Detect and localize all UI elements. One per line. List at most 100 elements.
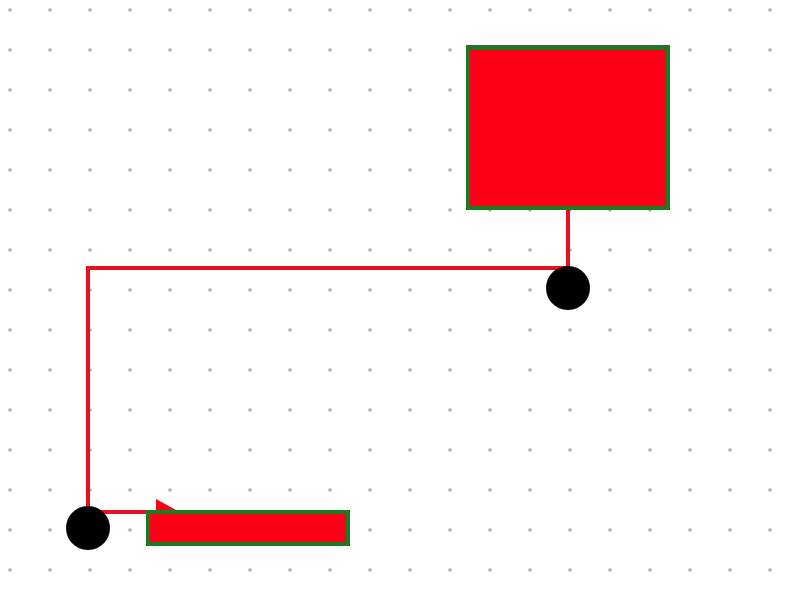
grid-dot: [208, 368, 212, 372]
grid-dot: [728, 88, 732, 92]
grid-dot: [288, 568, 292, 572]
grid-dot: [448, 288, 452, 292]
grid-dot: [368, 528, 372, 532]
grid-dot: [688, 48, 692, 52]
grid-dot: [208, 208, 212, 212]
grid-dot: [8, 48, 12, 52]
grid-dot: [168, 128, 172, 132]
grid-dot: [768, 408, 772, 412]
grid-dot: [448, 368, 452, 372]
grid-dot: [728, 368, 732, 372]
grid-dot: [288, 168, 292, 172]
grid-dot: [368, 488, 372, 492]
grid-dot: [248, 288, 252, 292]
grid-dot: [488, 328, 492, 332]
junction-node-bottom[interactable]: [66, 506, 110, 550]
grid-dot: [448, 568, 452, 572]
grid-dot: [328, 368, 332, 372]
grid-dot: [408, 528, 412, 532]
grid-dot: [448, 408, 452, 412]
grid-dot: [728, 568, 732, 572]
grid-dot: [288, 88, 292, 92]
grid-dot: [8, 168, 12, 172]
grid-dot: [688, 448, 692, 452]
grid-dot: [688, 208, 692, 212]
grid-dot: [728, 328, 732, 332]
grid-dot: [88, 248, 92, 252]
grid-dot: [168, 408, 172, 412]
grid-dot: [728, 8, 732, 12]
grid-dot: [248, 128, 252, 132]
grid-dot: [768, 488, 772, 492]
grid-dot: [608, 488, 612, 492]
grid-dot: [688, 248, 692, 252]
grid-dot: [48, 128, 52, 132]
grid-dot: [648, 368, 652, 372]
grid-dot: [128, 288, 132, 292]
grid-dot: [168, 208, 172, 212]
grid-dot: [168, 8, 172, 12]
grid-dot: [408, 448, 412, 452]
grid-dot: [168, 488, 172, 492]
grid-dot: [768, 328, 772, 332]
junction-node-top[interactable]: [546, 266, 590, 310]
grid-dot: [288, 208, 292, 212]
grid-dot: [208, 248, 212, 252]
grid-dot: [288, 448, 292, 452]
grid-dot: [328, 568, 332, 572]
grid-dot: [528, 248, 532, 252]
grid-dot: [648, 448, 652, 452]
grid-dot: [48, 248, 52, 252]
connector-line[interactable]: [86, 208, 570, 514]
grid-dot: [168, 328, 172, 332]
grid-dot: [128, 168, 132, 172]
grid-dot: [688, 368, 692, 372]
grid-dot: [328, 208, 332, 212]
grid-dot: [768, 248, 772, 252]
grid-dot: [648, 248, 652, 252]
grid-dot: [168, 448, 172, 452]
grid-dot: [648, 288, 652, 292]
grid-dot: [528, 8, 532, 12]
bottom-box-shape[interactable]: [146, 510, 350, 546]
grid-dot: [128, 328, 132, 332]
grid-dot: [448, 168, 452, 172]
grid-dot: [328, 88, 332, 92]
grid-dot: [88, 568, 92, 572]
grid-dot: [328, 128, 332, 132]
grid-dot: [328, 248, 332, 252]
grid-dot: [288, 368, 292, 372]
top-box-shape[interactable]: [466, 45, 670, 210]
grid-dot: [8, 328, 12, 332]
grid-dot: [688, 8, 692, 12]
grid-dot: [248, 568, 252, 572]
grid-dot: [48, 208, 52, 212]
grid-dot: [288, 328, 292, 332]
grid-dot: [568, 528, 572, 532]
grid-dot: [768, 88, 772, 92]
grid-dot: [88, 128, 92, 132]
grid-dot: [8, 208, 12, 212]
grid-dot: [48, 408, 52, 412]
grid-dot: [608, 248, 612, 252]
grid-dot: [728, 488, 732, 492]
grid-dot: [288, 8, 292, 12]
grid-dot: [408, 128, 412, 132]
grid-dot: [128, 128, 132, 132]
grid-dot: [288, 248, 292, 252]
grid-dot: [688, 568, 692, 572]
grid-dot: [528, 328, 532, 332]
grid-dot: [408, 208, 412, 212]
grid-dot: [608, 368, 612, 372]
grid-dot: [488, 488, 492, 492]
grid-dot: [768, 288, 772, 292]
grid-dot: [768, 8, 772, 12]
grid-dot: [168, 248, 172, 252]
grid-dot: [88, 8, 92, 12]
grid-dot: [48, 168, 52, 172]
grid-dot: [8, 288, 12, 292]
grid-dot: [528, 568, 532, 572]
grid-dot: [208, 48, 212, 52]
grid-dot: [248, 8, 252, 12]
grid-dot: [768, 208, 772, 212]
